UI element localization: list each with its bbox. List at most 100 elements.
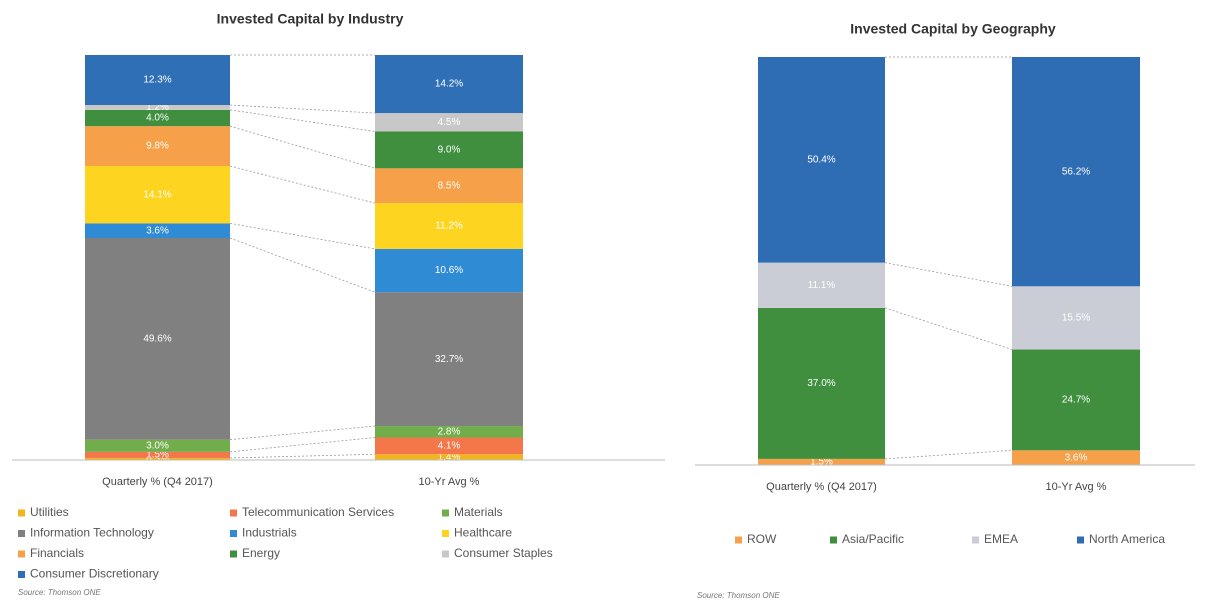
legend-label: Consumer Staples [454, 546, 553, 560]
bar-segment [375, 55, 523, 114]
legend-label: Information Technology [30, 526, 154, 540]
bar-segment [1012, 349, 1140, 451]
legend-swatch [830, 536, 837, 544]
value-label: 1.4% [438, 452, 461, 463]
value-label: 11.2% [435, 221, 463, 232]
connector [229, 125, 376, 169]
connector [229, 109, 376, 132]
bar-segment [375, 437, 523, 455]
legend-swatch [442, 550, 449, 558]
value-label: 9.8% [146, 141, 169, 152]
bar-segment [758, 307, 885, 459]
bar-segment [85, 439, 230, 452]
bar-segment [1012, 286, 1140, 350]
value-label: 4.0% [146, 113, 169, 124]
value-label: 3.6% [146, 225, 169, 236]
value-label: 37.0% [807, 378, 835, 389]
value-label: 10.6% [435, 265, 463, 276]
bar-segment [375, 454, 523, 460]
bar-segment [375, 248, 523, 293]
legend-swatch [1077, 536, 1084, 544]
bar-segment [1012, 57, 1140, 287]
value-label: 4.5% [438, 117, 461, 128]
connector [229, 222, 376, 250]
legend-swatch [442, 530, 449, 537]
value-label: 1.5% [146, 450, 169, 461]
bar-segment [758, 458, 885, 465]
legend-label: Energy [242, 546, 280, 560]
connector [229, 453, 376, 459]
connector [229, 165, 376, 204]
chart-title: Invested Capital by Geography [850, 21, 1056, 37]
legend-label: Healthcare [454, 526, 512, 540]
bar-segment [375, 131, 523, 169]
bar-segment [85, 237, 230, 440]
legend-swatch [442, 509, 449, 517]
value-label: 2.8% [438, 426, 461, 437]
x-tick-label: 10-Yr Avg % [419, 476, 480, 488]
legend-swatch [230, 509, 237, 517]
legend-swatch [735, 536, 742, 544]
value-label: 3.0% [146, 440, 169, 451]
bar-segment [375, 426, 523, 438]
legend-label: Telecommunication Services [242, 505, 394, 519]
x-tick-label: Quarterly % (Q4 2017) [102, 476, 213, 488]
chart-title: Invested Capital by Industry [217, 11, 404, 27]
bar-segment [375, 203, 523, 249]
bar-segment [85, 451, 230, 458]
legend-swatch [230, 550, 237, 558]
value-label: 11.1% [808, 280, 836, 291]
legend-label: EMEA [984, 532, 1018, 546]
bar-segment [85, 55, 230, 106]
legend-label: Utilities [30, 505, 69, 519]
connector [229, 425, 376, 441]
value-label: 0.5% [146, 454, 169, 465]
value-label: 8.5% [438, 180, 461, 191]
connector [229, 237, 376, 293]
bar-segment [758, 57, 885, 263]
connector [884, 307, 1013, 350]
bar-segment [85, 105, 230, 110]
value-label: 32.7% [435, 354, 463, 365]
bar-segment [375, 168, 523, 204]
bar-segment [85, 126, 230, 167]
connector [229, 437, 376, 453]
value-label: 50.4% [807, 154, 835, 165]
legend-label: Industrials [242, 526, 297, 540]
legend-label: ROW [747, 532, 777, 546]
value-label: 24.7% [1062, 395, 1090, 406]
connector [884, 262, 1013, 287]
value-label: 1.5% [810, 457, 833, 468]
bar-segment [85, 223, 230, 238]
value-label: 15.5% [1062, 313, 1090, 324]
legend-swatch [18, 530, 25, 537]
source-note: Source: Thomson ONE [18, 588, 101, 597]
value-label: 56.2% [1062, 166, 1090, 177]
connector [229, 104, 376, 114]
value-label: 14.1% [143, 189, 171, 200]
legend-swatch [18, 550, 25, 558]
bar-segment [375, 292, 523, 427]
legend-swatch [230, 530, 237, 537]
legend-label: North America [1089, 532, 1165, 546]
x-tick-label: 10-Yr Avg % [1046, 481, 1107, 493]
value-label: 9.0% [438, 145, 461, 156]
legend-swatch [18, 509, 25, 517]
legend-label: Materials [454, 505, 503, 519]
bar-segment [758, 262, 885, 308]
connector [884, 449, 1013, 460]
bar-segment [1012, 450, 1140, 465]
bar-segment [85, 166, 230, 224]
bar-segment [85, 457, 230, 460]
legend-label: Consumer Discretionary [30, 567, 159, 581]
legend-swatch [972, 536, 979, 544]
source-note: Source: Thomson ONE [697, 591, 780, 600]
bar-segment [85, 109, 230, 127]
value-label: 14.2% [435, 79, 463, 90]
legend-label: Asia/Pacific [842, 532, 904, 546]
value-label: 1.2% [146, 102, 169, 113]
x-tick-label: Quarterly % (Q4 2017) [766, 481, 877, 493]
legend-swatch [18, 571, 25, 578]
value-label: 3.6% [1065, 452, 1088, 463]
